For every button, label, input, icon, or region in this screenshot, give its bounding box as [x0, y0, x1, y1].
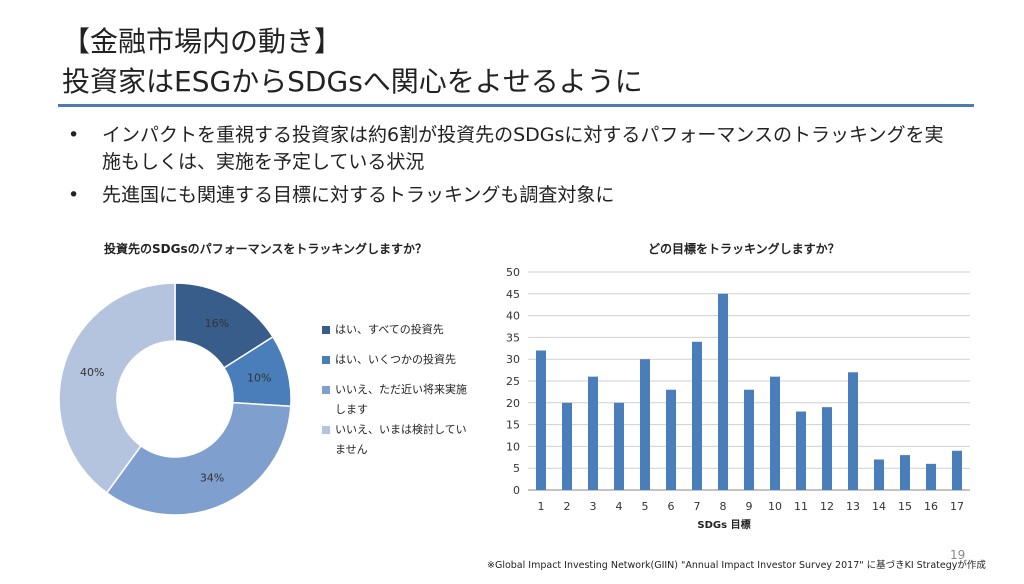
donut-legend: はい、すべての投資先 はい、いくつかの投資先 いいえ、ただ近い将来実施します い…: [322, 320, 472, 460]
bar: [614, 402, 624, 490]
x-tick-label: 7: [694, 500, 701, 513]
y-tick-label: 20: [506, 397, 520, 410]
bar: [926, 463, 936, 490]
donut-slice: [58, 282, 176, 494]
legend-item: はい、いくつかの投資先: [322, 350, 472, 370]
bar: [900, 455, 910, 490]
donut-chart-title: 投資先のSDGsのパフォーマンスをトラッキングしますか？: [104, 242, 427, 256]
bar: [718, 293, 728, 490]
y-tick-label: 50: [506, 266, 520, 279]
x-tick-label: 16: [924, 500, 938, 513]
bullet-item: • 先進国にも関連する目標に対するトラッキングも調査対象に: [62, 182, 962, 209]
x-tick-label: 10: [768, 500, 782, 513]
x-tick-label: 9: [746, 500, 753, 513]
y-tick-label: 0: [513, 484, 520, 497]
x-tick-label: 15: [898, 500, 912, 513]
x-tick-label: 5: [642, 500, 649, 513]
bar: [536, 350, 546, 490]
bar: [666, 389, 676, 490]
x-tick-label: 6: [668, 500, 675, 513]
footnote: ※Global Impact Investing Network(GIIN) "…: [487, 560, 986, 571]
bar: [796, 411, 806, 490]
bullet-marker: •: [68, 124, 80, 146]
bar: [874, 459, 884, 490]
legend-swatch: [322, 426, 330, 434]
x-tick-label: 14: [872, 500, 886, 513]
bar: [588, 376, 598, 490]
legend-swatch: [322, 326, 330, 334]
legend-label: いいえ、いまは検討していません: [335, 423, 467, 456]
y-tick-label: 10: [506, 440, 520, 453]
bar-chart-title: どの目標をトラッキングしますか？: [648, 242, 840, 256]
y-tick-label: 5: [513, 462, 520, 475]
title-underline: [58, 104, 974, 107]
bar: [952, 450, 962, 490]
bullet-text: 先進国にも関連する目標に対するトラッキングも調査対象に: [102, 184, 615, 206]
donut-data-label: 34%: [200, 472, 224, 485]
slide-title-line2: 投資家はESGからSDGsへ関心をよせるように: [62, 65, 643, 98]
bullet-text: インパクトを重視する投資家は約6割が投資先のSDGsに対するパフォーマンスのトラ…: [102, 124, 944, 173]
legend-label: はい、いくつかの投資先: [335, 353, 456, 366]
y-tick-label: 25: [506, 375, 520, 388]
bar: [640, 359, 650, 490]
x-tick-label: 4: [616, 500, 623, 513]
bullet-item: • インパクトを重視する投資家は約6割が投資先のSDGsに対するパフォーマンスの…: [62, 122, 962, 176]
bar: [848, 372, 858, 490]
donut-data-label: 40%: [80, 366, 104, 379]
y-tick-label: 40: [506, 310, 520, 323]
legend-item: いいえ、いまは検討していません: [322, 420, 472, 460]
page-number: 19: [950, 548, 966, 562]
x-tick-label: 11: [794, 500, 808, 513]
legend-label: いいえ、ただ近い将来実施します: [335, 383, 467, 416]
donut-slice: [105, 401, 292, 516]
legend-label: はい、すべての投資先: [335, 323, 444, 336]
y-tick-label: 30: [506, 353, 520, 366]
x-tick-label: 13: [846, 500, 860, 513]
x-tick-label: 8: [720, 500, 727, 513]
legend-item: はい、すべての投資先: [322, 320, 472, 340]
bar: [770, 376, 780, 490]
slide-title-line1: 【金融市場内の動き】: [62, 25, 343, 58]
bar: [822, 407, 832, 490]
legend-item: いいえ、ただ近い将来実施します: [322, 380, 472, 420]
bar: [562, 402, 572, 490]
bar: [744, 389, 754, 490]
x-tick-label: 2: [564, 500, 571, 513]
x-tick-label: 17: [950, 500, 964, 513]
bullet-marker: •: [68, 184, 80, 206]
y-tick-label: 45: [506, 288, 520, 301]
legend-swatch: [322, 356, 330, 364]
y-tick-label: 15: [506, 419, 520, 432]
y-tick-label: 35: [506, 331, 520, 344]
donut-data-label: 16%: [205, 317, 229, 330]
legend-swatch: [322, 386, 330, 394]
donut-chart: 16% 10% 34% 40%: [58, 282, 292, 516]
bar: [692, 341, 702, 490]
donut-data-label: 10%: [247, 371, 271, 384]
slide-title: 【金融市場内の動き】 投資家はESGからSDGsへ関心をよせるように: [62, 22, 643, 102]
x-tick-label: 3: [590, 500, 597, 513]
x-axis-title: SDGs 目標: [697, 518, 750, 531]
x-tick-label: 12: [820, 500, 834, 513]
x-tick-label: 1: [538, 500, 545, 513]
bullet-list: • インパクトを重視する投資家は約6割が投資先のSDGsに対するパフォーマンスの…: [62, 122, 962, 215]
